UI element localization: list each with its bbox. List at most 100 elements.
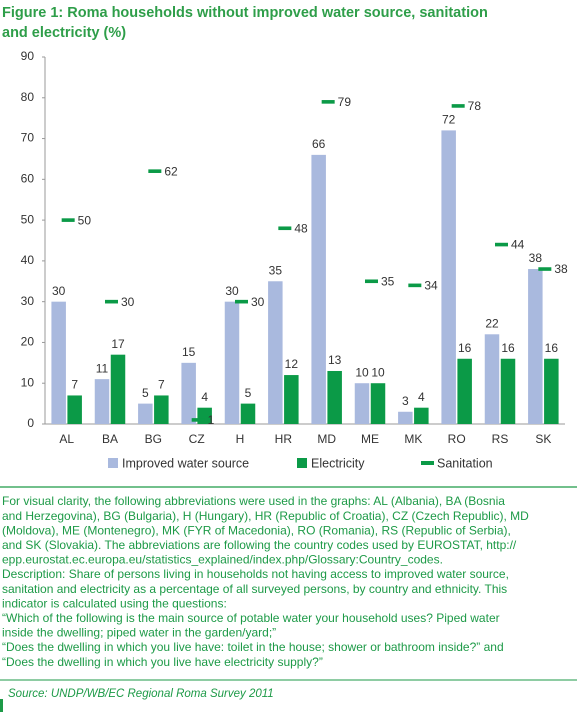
note-line: indicator is calculated using the questi…: [2, 596, 227, 610]
value-label: 10: [371, 365, 385, 379]
bar: [414, 407, 429, 424]
bar: [67, 395, 82, 424]
note-line: For visual clarity, the following abbrev…: [2, 494, 505, 508]
x-tick-label: BA: [102, 432, 118, 446]
bar: [354, 383, 370, 424]
x-tick-label: HR: [275, 432, 293, 446]
bar: [284, 375, 299, 424]
x-tick-label: ME: [361, 432, 379, 446]
value-label: 30: [121, 295, 135, 309]
value-label: 44: [511, 238, 525, 252]
sanitation-dash: [61, 218, 75, 222]
x-tick-label: RO: [448, 432, 466, 446]
value-label: 12: [285, 357, 299, 371]
bar: [544, 358, 559, 424]
y-tick-label: 70: [21, 131, 35, 145]
bar: [528, 269, 543, 424]
value-label: 13: [328, 353, 342, 367]
note-line: epp.eurostat.ec.europa.eu/statistics_exp…: [2, 553, 443, 567]
note-line: and SK (Slovakia). The abbreviations are…: [2, 538, 517, 552]
bar: [327, 370, 342, 424]
y-tick-label: 40: [21, 253, 35, 267]
bar: [51, 301, 66, 424]
sanitation-dash: [148, 169, 162, 173]
y-tick-label: 50: [21, 212, 35, 226]
value-label: 30: [251, 295, 265, 309]
value-label: 30: [225, 284, 239, 298]
value-label: 62: [164, 164, 178, 178]
y-tick-label: 80: [21, 90, 35, 104]
value-label: 3: [402, 394, 409, 408]
legend-swatch: [421, 461, 434, 465]
value-label: 7: [158, 378, 165, 392]
value-label: 15: [182, 345, 196, 359]
legend-label: Electricity: [311, 456, 365, 470]
value-label: 79: [338, 95, 352, 109]
sanitation-dash: [495, 242, 508, 247]
legend-swatch: [297, 458, 307, 468]
value-label: 7: [71, 378, 78, 392]
value-label: 5: [142, 386, 149, 400]
bar: [398, 411, 413, 424]
legend-label: Improved water source: [122, 456, 249, 470]
value-label: 22: [485, 316, 499, 330]
value-label: 4: [418, 390, 425, 404]
value-label: 11: [96, 361, 109, 375]
value-label: 17: [111, 337, 125, 351]
value-label: 10: [355, 365, 369, 379]
x-tick-label: MD: [317, 432, 336, 446]
chart-title: Figure 1: Roma households without improv…: [2, 5, 488, 21]
value-label: 16: [545, 341, 559, 355]
y-tick-label: 60: [21, 172, 35, 186]
bar: [457, 358, 472, 424]
value-label: 38: [529, 251, 543, 265]
bar: [500, 358, 516, 424]
value-label: 1: [208, 413, 215, 427]
y-tick-label: 90: [21, 49, 35, 63]
value-label: 16: [458, 341, 472, 355]
note-line: “Which of the following is the main sour…: [2, 611, 500, 625]
x-tick-label: SK: [535, 432, 551, 446]
note-line: “Does the dwelling in which you live hav…: [2, 640, 504, 654]
sanitation-dash: [408, 283, 422, 288]
sanitation-dash: [235, 299, 248, 304]
bar: [370, 383, 386, 424]
y-tick-label: 10: [21, 375, 35, 389]
note-line: and Herzegovina), BG (Bulgaria), H (Hung…: [2, 509, 529, 523]
note-line: sanitation and electricity as a percenta…: [2, 582, 507, 596]
bar: [110, 354, 126, 424]
sanitation-dash: [538, 267, 552, 271]
x-tick-label: BG: [145, 432, 162, 446]
bar: [154, 395, 169, 424]
sanitation-dash: [321, 100, 335, 104]
value-label: 30: [52, 284, 66, 298]
y-tick-label: 0: [27, 416, 34, 430]
bar: [484, 334, 500, 424]
value-label: 35: [381, 274, 395, 288]
y-tick-label: 20: [21, 335, 35, 349]
value-label: 66: [312, 137, 326, 151]
note-line: (Moldova), ME (Montenegro), MK (FYR of M…: [2, 523, 511, 537]
chart-title: and electricity (%): [2, 25, 126, 41]
sanitation-dash: [191, 418, 205, 422]
value-label: 78: [468, 99, 482, 113]
sanitation-dash: [278, 226, 292, 231]
bar: [181, 362, 196, 424]
note-line: Description: Share of persons living in …: [2, 567, 509, 581]
value-label: 48: [294, 221, 308, 235]
value-label: 16: [501, 341, 515, 355]
value-label: 35: [269, 263, 283, 277]
value-label: 34: [424, 279, 438, 293]
bar: [268, 281, 283, 424]
note-line: “Does the dwelling in which you live hav…: [2, 655, 323, 669]
value-label: 4: [201, 390, 208, 404]
bar: [441, 130, 456, 424]
value-label: 5: [245, 386, 252, 400]
bar: [311, 154, 326, 424]
source: Source: UNDP/WB/EC Regional Roma Survey …: [8, 688, 274, 700]
x-tick-label: AL: [59, 432, 74, 446]
legend-swatch: [108, 458, 118, 468]
sanitation-dash: [451, 104, 465, 108]
bar: [94, 379, 110, 424]
